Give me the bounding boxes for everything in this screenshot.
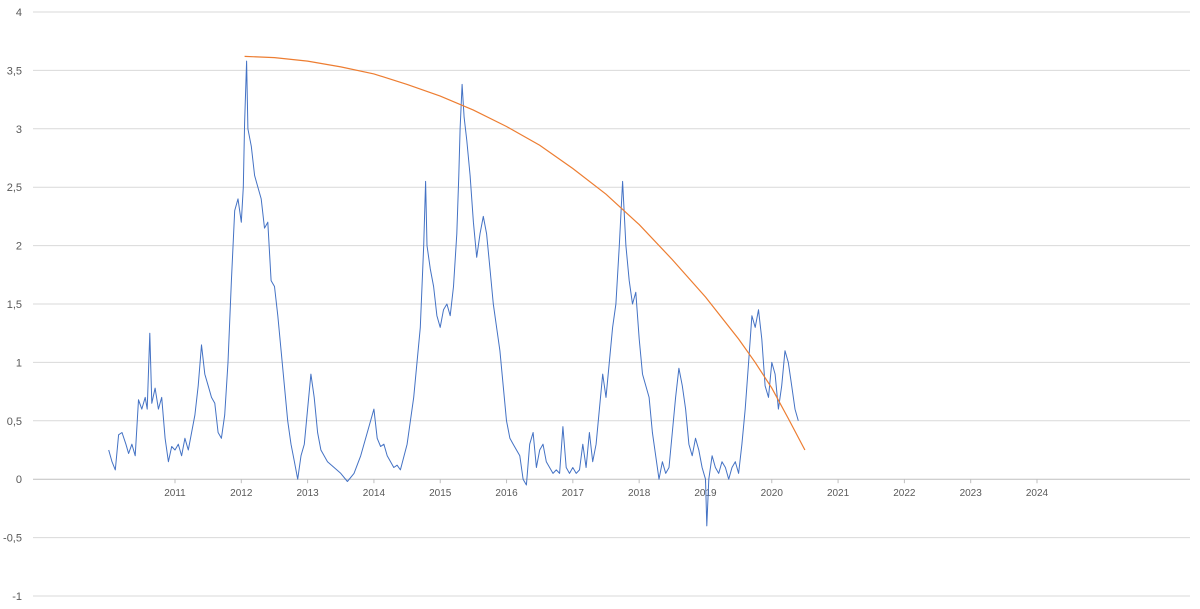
envelope-curve	[244, 55, 806, 451]
y-tick-label: -1	[12, 591, 22, 603]
x-tick-label: 2012	[230, 488, 253, 499]
x-tick-label: 2024	[1026, 488, 1049, 499]
x-tick-label: 2017	[562, 488, 585, 499]
gridlines	[33, 11, 1190, 597]
x-tick-label: 2021	[827, 488, 850, 499]
y-tick-label: 0	[16, 474, 22, 486]
y-tick-label: 3,5	[7, 65, 22, 77]
y-tick-label: 2	[16, 241, 22, 253]
x-tick-label: 2018	[628, 488, 651, 499]
y-tick-label: 3	[16, 124, 22, 136]
plot-series	[108, 55, 806, 527]
y-tick-label: 4	[16, 7, 22, 19]
y-tick-label: 0,5	[7, 416, 22, 428]
y-tick-label: 1	[16, 357, 22, 369]
x-tick-label: 2014	[363, 488, 386, 499]
y-tick-label: 2,5	[7, 182, 22, 194]
x-tick-label: 2022	[893, 488, 916, 499]
y-tick-label: -0,5	[3, 533, 22, 545]
x-tick-label: 2013	[296, 488, 319, 499]
x-axis: 2011 2012 2013 2014 2015 2016 2017 2018 2019 2020…	[164, 479, 1049, 499]
x-tick-label: 2015	[429, 488, 452, 499]
y-tick-label: 1,5	[7, 299, 22, 311]
x-tick-label: 2011	[164, 488, 186, 499]
x-tick-label: 2020	[761, 488, 784, 499]
series-line	[108, 60, 799, 527]
y-axis: -1 -0,5 0 0,5 1 1,5 2 2,5 3 3,5 4	[3, 7, 22, 603]
x-tick-label: 2023	[960, 488, 983, 499]
x-tick-label: 2016	[495, 488, 518, 499]
